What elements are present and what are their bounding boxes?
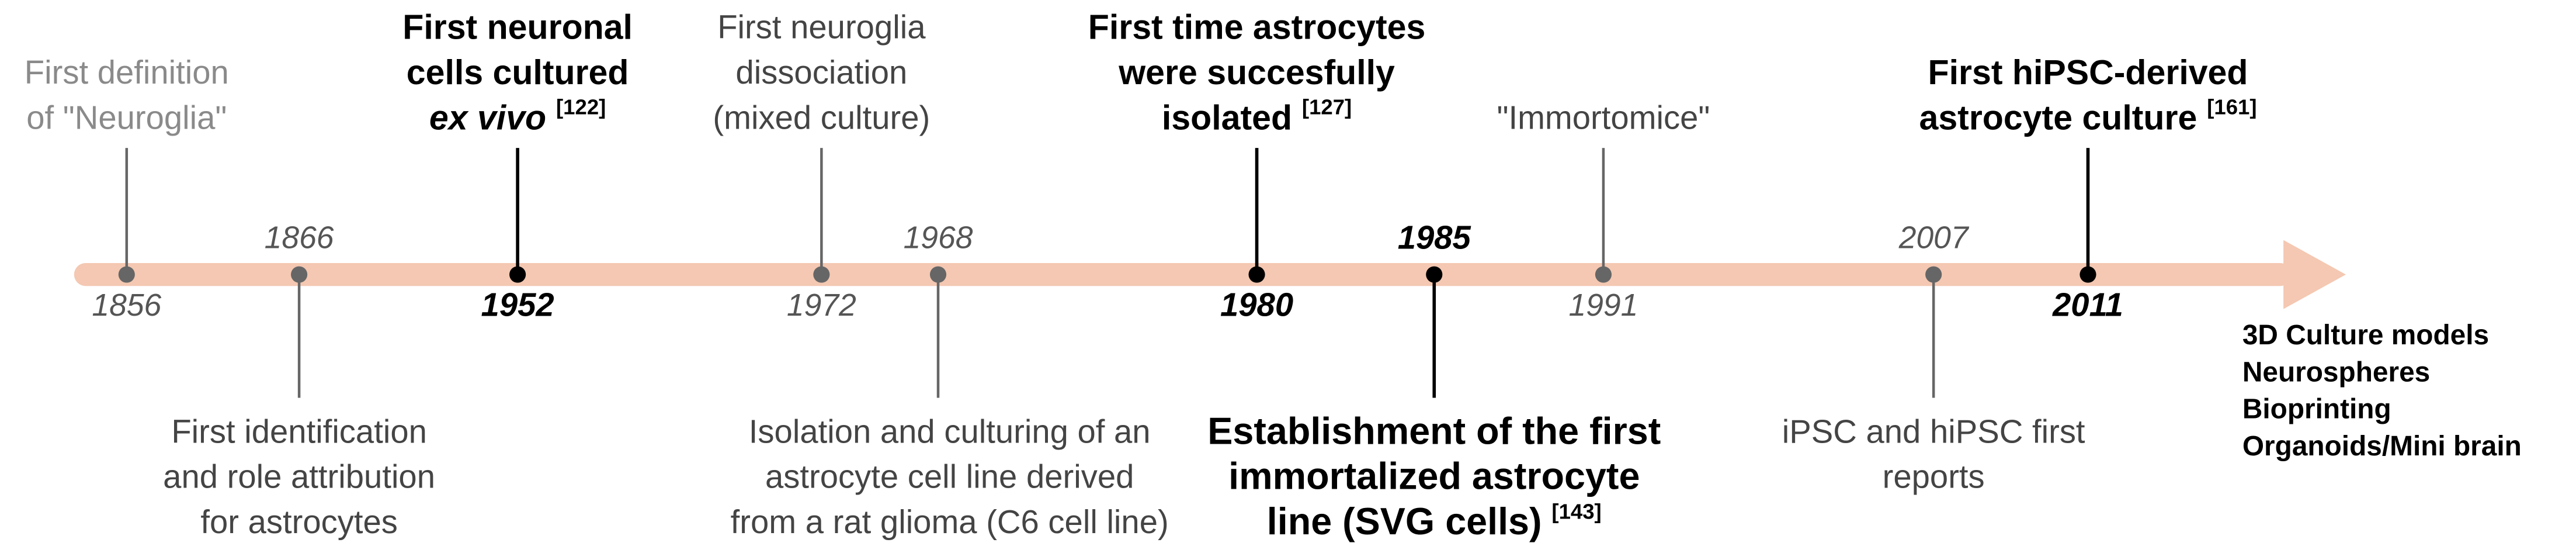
event-label: dissociation [735,54,907,91]
outlook-item: Bioprinting [2242,394,2391,425]
event-label: Establishment of the first [1207,409,1661,452]
outlook-item: Neurospheres [2242,357,2430,388]
event-label: astrocyte culture [161] [1919,95,2256,137]
event-year: 1856 [92,288,161,323]
event-label-text: First definition [25,54,229,91]
event-label: First neuroglia [717,8,926,45]
event-dot [118,266,135,283]
event-label: First definition [25,54,229,91]
event-label-text: (mixed culture) [713,99,930,136]
event-year: 1991 [1569,288,1638,323]
event-year: 2011 [2052,286,2123,323]
event-label-text: reports [1883,458,1985,495]
event-dot [2079,266,2096,283]
event-dot [1925,266,1942,283]
event-label: First neuronal [402,8,633,46]
event-label: line (SVG cells) [143] [1267,499,1602,542]
event-label: and role attribution [163,458,435,495]
event-label: reports [1883,458,1985,495]
event-label: from a rat glioma (C6 cell line) [731,503,1169,540]
event-dot [291,266,308,283]
event-label-text: for astrocytes [200,503,398,540]
event-label: isolated [127] [1162,95,1352,137]
event-label-text: Establishment of the first [1207,409,1661,452]
event-label-text: line (SVG cells) [1267,500,1542,542]
event-label: Isolation and culturing of an [749,413,1151,450]
event-dot [509,266,526,283]
event-label: "Immortomice" [1497,99,1710,136]
event-label: First time astrocytes [1088,8,1426,46]
event-year: 1972 [787,288,856,323]
event-dot [1426,266,1443,283]
event-dot [1595,266,1612,283]
event-label: of "Neuroglia" [26,99,227,136]
event-year: 1980 [1220,286,1293,323]
event-label-text: First identification [171,413,427,450]
event-label-text: of "Neuroglia" [26,99,227,136]
event-year: 1866 [265,221,334,255]
event-label: cells cultured [407,53,629,92]
event-label-text: First time astrocytes [1088,8,1426,46]
citation: [127] [1302,95,1352,119]
event-label-text: First neuronal [402,8,633,46]
event-label-text: First hiPSC-derived [1928,53,2248,92]
timeline-arrowhead [2283,240,2346,309]
timeline-bar [74,262,2292,286]
event-label: were succesfully [1118,53,1395,92]
event-year: 1985 [1398,219,1471,255]
event-label: (mixed culture) [713,99,930,136]
event-label: First identification [171,413,427,450]
citation: [143] [1551,499,1601,523]
event-label-text: astrocyte cell line derived [765,458,1134,495]
event-dot [929,266,947,283]
event-label-text: iPSC and hiPSC first [1782,413,2085,450]
event-label-text: astrocyte culture [1919,98,2197,137]
event-label-text: ex vivo [429,98,546,137]
event-label-text: "Immortomice" [1497,99,1710,136]
event-label-text: immortalized astrocyte [1228,455,1640,497]
event-label-text: and role attribution [163,458,435,495]
event-label-text: were succesfully [1118,53,1395,92]
event-dot [813,266,830,283]
event-label: First hiPSC-derived [1928,53,2248,92]
citation: [161] [2207,95,2256,119]
event-label-text: Isolation and culturing of an [749,413,1151,450]
event-year: 2007 [1898,221,1970,255]
event-label-text: dissociation [735,54,907,91]
event-label: iPSC and hiPSC first [1782,413,2085,450]
event-label-text: from a rat glioma (C6 cell line) [731,503,1169,540]
citation: [122] [556,95,606,119]
event-label: astrocyte cell line derived [765,458,1134,495]
event-label-text: First neuroglia [717,8,926,45]
event-label: immortalized astrocyte [1228,455,1640,497]
outlook-item: Organoids/Mini brain [2242,431,2522,462]
event-year: 1952 [481,286,554,323]
event-label-text: isolated [1162,98,1292,137]
outlook-item: 3D Culture models [2242,320,2489,351]
event-dot [1248,266,1265,283]
event-label: for astrocytes [200,503,398,540]
event-label-text: cells cultured [407,53,629,92]
event-label: ex vivo [122] [429,95,606,137]
event-year: 1968 [904,221,973,255]
